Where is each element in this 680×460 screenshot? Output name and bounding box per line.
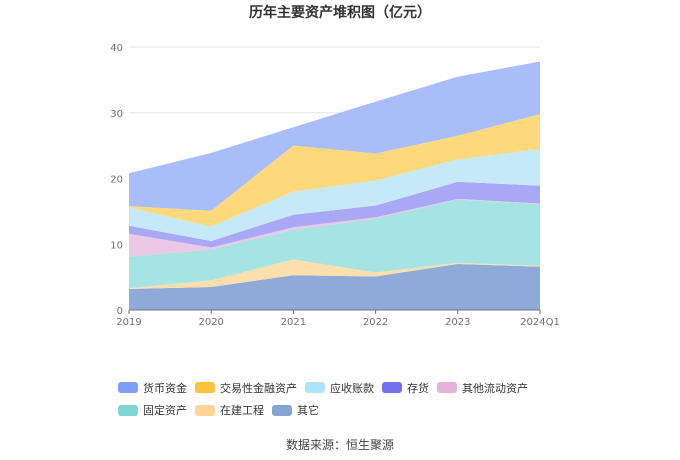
legend-label: 其它 (297, 404, 319, 417)
axes: 2019 2020 2021 2022 2023 2024Q1 0 10 20 30 40 (110, 43, 560, 328)
x-tick-label: 2024Q1 (520, 317, 560, 328)
y-tick-label: 30 (110, 109, 123, 120)
area-series-6 (129, 148, 540, 241)
y-tick-label: 10 (110, 240, 123, 251)
x-tick-label: 2023 (445, 317, 470, 328)
legend-swatch (195, 382, 215, 393)
legend-label: 固定资产 (143, 404, 187, 417)
area-series-2 (129, 259, 540, 289)
legend-label: 其他流动资产 (462, 381, 528, 395)
area-series-1 (129, 264, 540, 310)
legend-swatch (118, 404, 138, 416)
stacked-area-chart: 2019 2020 2021 2022 2023 2024Q1 0 10 20 30 40 (110, 43, 560, 328)
legend-swatch (437, 382, 457, 393)
y-tick-label: 40 (110, 43, 123, 54)
legend-swatch (195, 404, 215, 416)
legend-item[interactable]: 在建工程 (195, 403, 264, 417)
chart-title: 历年主要资产堆积图（亿元） (249, 5, 431, 21)
area-series-5 (129, 181, 540, 248)
x-tick-label: 2021 (281, 317, 306, 328)
legend-item[interactable]: 其它 (272, 403, 319, 417)
x-tick-label: 2022 (363, 317, 388, 328)
x-tick-label: 2019 (116, 317, 141, 328)
y-tick-label: 20 (110, 175, 123, 186)
legend-label: 在建工程 (220, 404, 264, 417)
legend-item[interactable]: 存货 (382, 381, 429, 395)
legend: 货币资金 交易性金融资产 应收账款 存货 其他流动资产固定资产 在建工程 其它 (118, 378, 588, 423)
legend-label: 货币资金 (143, 381, 187, 395)
x-tick-label: 2020 (198, 317, 223, 328)
legend-label: 存货 (407, 381, 429, 395)
area-series-3 (129, 199, 540, 289)
legend-item[interactable]: 固定资产 (118, 403, 187, 417)
area-series-8 (129, 61, 540, 211)
area-series-4 (129, 198, 540, 257)
legend-item[interactable]: 货币资金 (118, 381, 187, 395)
y-tick-label: 0 (117, 306, 123, 317)
legend-item[interactable]: 其他流动资产 (437, 381, 528, 395)
legend-swatch (272, 404, 292, 416)
legend-item[interactable]: 应收账款 (305, 381, 374, 395)
legend-label: 交易性金融资产 (220, 381, 297, 395)
legend-item[interactable]: 交易性金融资产 (195, 381, 297, 395)
area-series (129, 61, 540, 310)
legend-swatch (382, 382, 402, 393)
area-series-7 (129, 114, 540, 227)
legend-swatch (305, 382, 325, 393)
legend-label: 应收账款 (330, 381, 374, 395)
source-note: 数据来源：恒生聚源 (285, 438, 394, 452)
legend-swatch (118, 382, 138, 393)
